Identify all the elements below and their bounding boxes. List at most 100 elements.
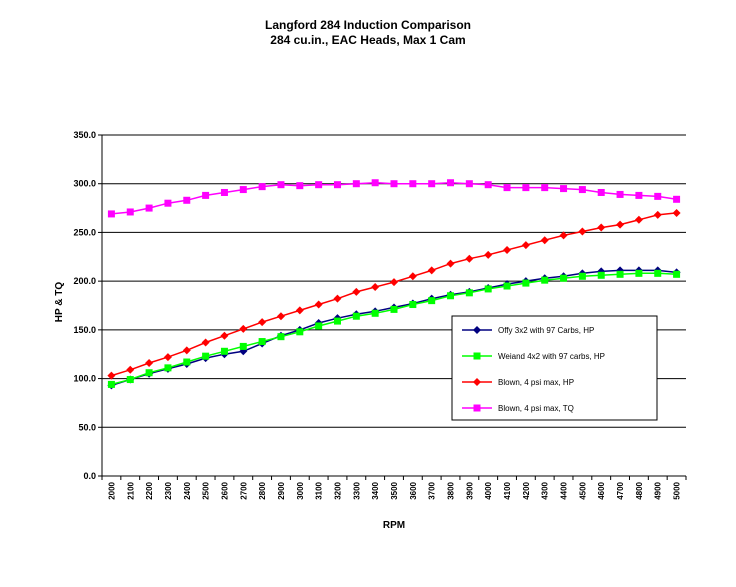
data-point <box>107 380 115 388</box>
data-point <box>202 191 210 199</box>
data-point <box>145 358 154 367</box>
x-tick-label: 4800 <box>635 481 644 499</box>
data-point <box>503 282 511 290</box>
data-point <box>296 328 304 336</box>
x-tick-label: 4600 <box>597 481 606 499</box>
data-point <box>503 184 511 192</box>
data-point <box>314 300 323 309</box>
data-point <box>541 184 549 192</box>
data-point <box>220 331 229 340</box>
series-group <box>107 179 681 390</box>
data-point <box>277 181 285 189</box>
data-point <box>277 333 285 341</box>
x-tick-label: 3200 <box>333 481 342 499</box>
x-tick-label: 3500 <box>390 481 399 499</box>
data-point <box>522 184 530 192</box>
data-point <box>371 309 379 317</box>
data-point <box>295 306 304 315</box>
chart-title: Langford 284 Induction Comparison <box>264 18 471 32</box>
x-tick-label: 4200 <box>522 481 531 499</box>
data-point <box>559 231 568 240</box>
legend-item-4: Blown, 4 psi max, TQ <box>462 404 574 413</box>
data-point <box>220 188 228 196</box>
data-point <box>428 180 436 188</box>
data-point <box>408 272 417 281</box>
data-point <box>220 347 228 355</box>
data-point <box>427 266 436 275</box>
data-point <box>183 358 191 366</box>
y-axis-title: HP & TQ <box>54 282 65 323</box>
legend-box <box>451 315 658 421</box>
data-point <box>164 199 172 207</box>
data-point <box>183 196 191 204</box>
legend-item-3: Blown, 4 psi max, HP <box>462 378 574 387</box>
data-point <box>296 182 304 190</box>
data-point <box>126 208 134 216</box>
axes: 0.0 50.0 100.0 150.0 200.0 250.0 300.0 350.0 200… <box>73 130 687 500</box>
data-point <box>578 227 587 236</box>
data-point <box>276 312 285 321</box>
x-tick-label: 3400 <box>371 481 380 499</box>
x-tick-label: 4900 <box>654 481 663 499</box>
data-point <box>578 186 586 194</box>
data-point <box>541 276 549 284</box>
data-point <box>352 287 361 296</box>
legend-label: Weiand 4x2 with 97 carbs, HP <box>498 352 605 361</box>
data-point <box>315 322 323 330</box>
data-point <box>484 250 493 259</box>
data-point <box>126 365 135 374</box>
data-point <box>672 208 681 217</box>
legend-marker <box>473 404 481 412</box>
data-point <box>390 305 398 313</box>
data-point <box>653 210 662 219</box>
data-point <box>447 179 455 187</box>
data-point <box>634 215 643 224</box>
x-tick-label: 3600 <box>409 481 418 499</box>
data-point <box>315 181 323 189</box>
x-tick-label: 3900 <box>465 481 474 499</box>
data-point <box>597 223 606 232</box>
x-tick-label: 4400 <box>560 481 569 499</box>
x-tick-label: 3100 <box>315 481 324 499</box>
data-point <box>163 353 172 362</box>
data-point <box>164 364 172 372</box>
y-tick-label: 350.0 <box>73 130 96 140</box>
x-tick-label: 3800 <box>447 481 456 499</box>
legend-marker <box>473 326 481 334</box>
data-point <box>202 352 210 360</box>
data-point <box>616 220 625 229</box>
series-2 <box>107 269 681 388</box>
x-tick-label: 2900 <box>277 481 286 499</box>
x-tick-label: 4700 <box>616 481 625 499</box>
data-point <box>239 342 247 350</box>
series-line <box>111 181 677 215</box>
data-point <box>447 292 455 300</box>
data-point <box>352 312 360 320</box>
data-point <box>126 376 134 384</box>
data-point <box>107 210 115 218</box>
data-point <box>145 369 153 377</box>
x-tick-label: 3700 <box>428 481 437 499</box>
y-tick-label: 200.0 <box>73 276 96 286</box>
data-point <box>446 259 455 268</box>
x-tick-label: 4300 <box>541 481 550 499</box>
data-point <box>107 371 116 380</box>
x-tick-label: 3300 <box>352 481 361 499</box>
chart-subtitle: 284 cu.in., EAC Heads, Max 1 Cam <box>270 33 466 47</box>
data-point <box>673 195 681 203</box>
data-point <box>654 192 662 200</box>
data-point <box>578 272 586 280</box>
data-point <box>654 269 662 277</box>
x-tick-label: 2700 <box>239 481 248 499</box>
data-point <box>201 338 210 347</box>
legend-label: Blown, 4 psi max, TQ <box>498 404 574 413</box>
data-point <box>409 180 417 188</box>
data-point <box>428 297 436 305</box>
data-point <box>145 204 153 212</box>
y-tick-label: 300.0 <box>73 179 96 189</box>
data-point <box>503 245 512 254</box>
data-point <box>597 271 605 279</box>
data-point <box>616 190 624 198</box>
data-point <box>258 318 267 327</box>
